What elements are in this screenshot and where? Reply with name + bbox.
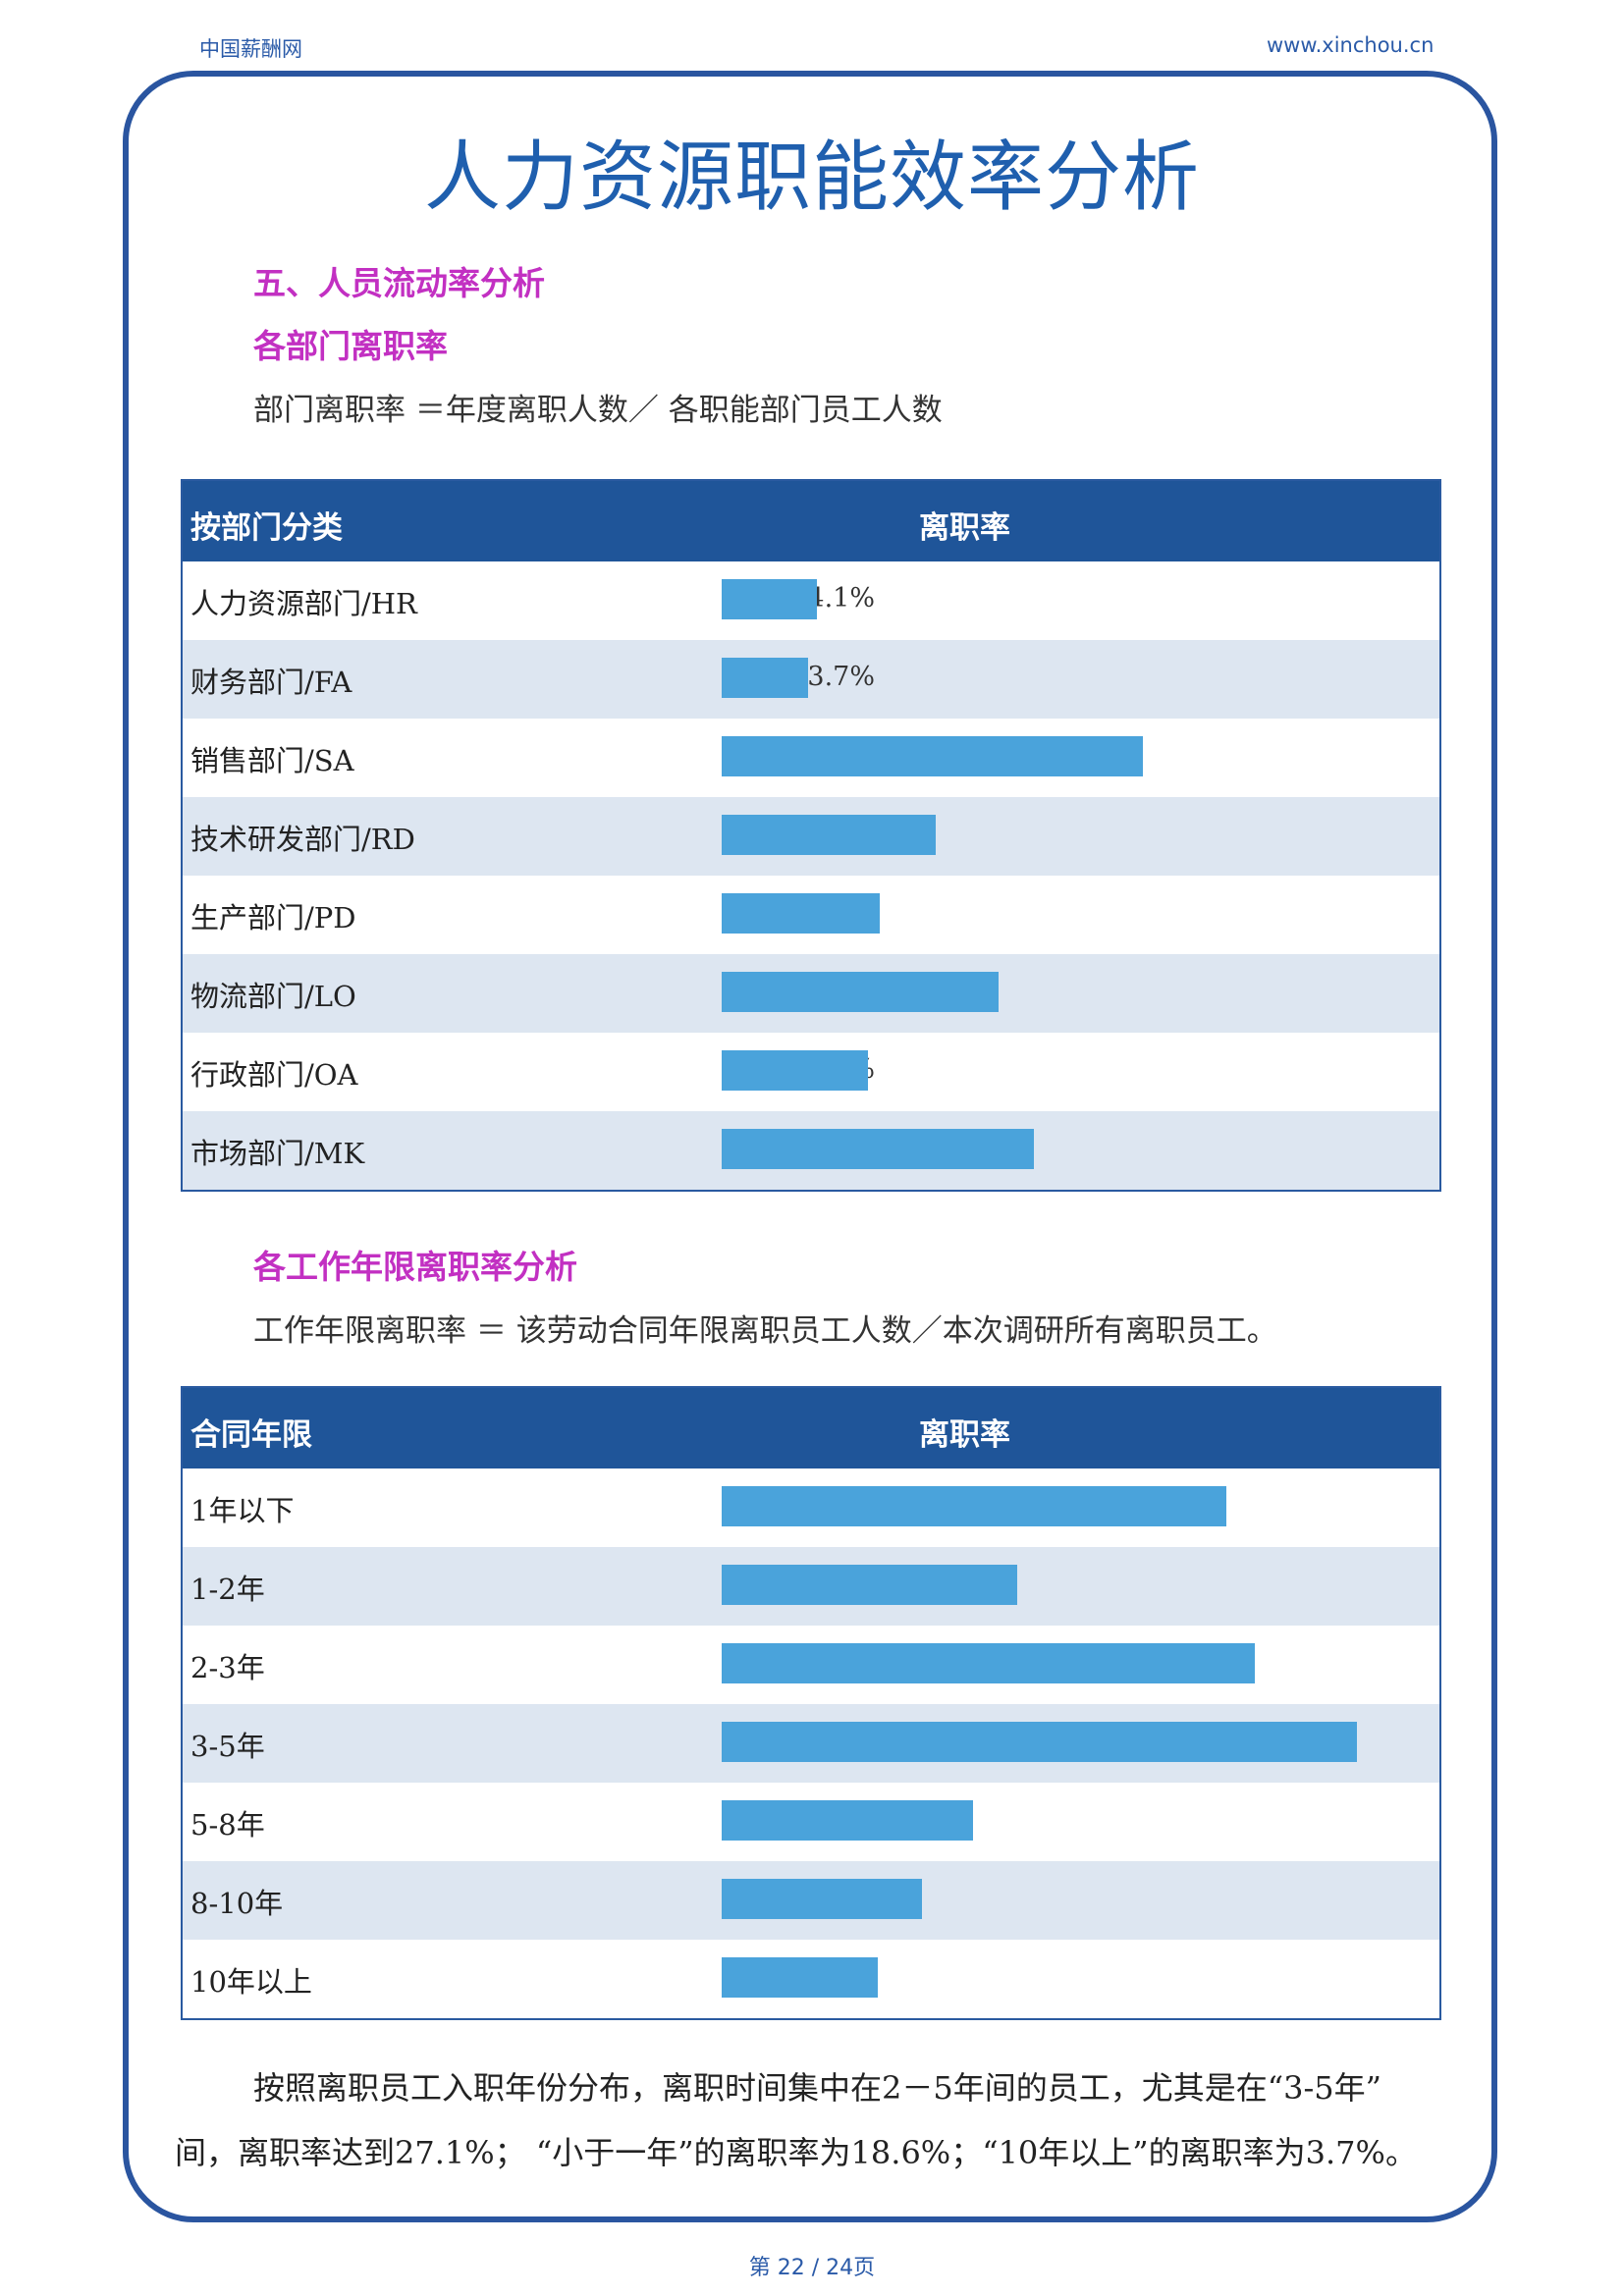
rate-bar [722, 972, 999, 1012]
rate-bar [722, 1957, 878, 1998]
rate-bar [722, 1565, 1017, 1605]
summary-line-2: 间，离职率达到27.1%； “小于一年”的离职率为18.6%；“10年以上”的离… [175, 2134, 1417, 2171]
site-name: 中国薪酬网 [199, 37, 302, 61]
table-row: 1-2年12.7% [183, 1547, 1439, 1626]
rate-bar [722, 736, 1143, 776]
section-heading: 五、人员流动率分析 [253, 264, 545, 302]
row-label: 财务部门/FA [190, 666, 352, 699]
table-row: 财务部门/FA 3.7% [183, 640, 1439, 719]
table-row: 5-8年10.8% [183, 1783, 1439, 1861]
tenure-turnover-table: 合同年限 离职率 1年以下21.7%1-2年12.7%2-3年22.9%3-5年… [181, 1386, 1441, 2020]
row-label: 市场部门/MK [190, 1137, 365, 1170]
row-label: 技术研发部门/RD [190, 823, 415, 856]
summary-line-1: 按照离职员工入职年份分布，离职时间集中在2－5年间的员工，尤其是在“3-5年” [253, 2069, 1381, 2107]
table-row: 2-3年22.9% [183, 1626, 1439, 1704]
rate-bar [722, 1722, 1357, 1762]
column-header-rate: 离职率 [919, 510, 1010, 546]
column-header-rate: 离职率 [919, 1417, 1010, 1453]
dept-heading: 各部门离职率 [253, 327, 448, 365]
table-row: 生产部门/PD6.8% [183, 876, 1439, 954]
page-title: 人力资源职能效率分析 [423, 133, 1200, 222]
row-label: 2-3年 [190, 1651, 265, 1684]
row-value: 4.1% [807, 583, 875, 614]
row-label: 10年以上 [190, 1965, 312, 1999]
table-row: 行政部门/OA6.3% [183, 1033, 1439, 1111]
row-label: 生产部门/PD [190, 901, 356, 934]
dept-formula: 部门离职率 ＝年度离职人数／ 各职能部门员工人数 [253, 393, 943, 428]
rate-bar [722, 1129, 1034, 1169]
table-row: 技术研发部门/RD9.2% [183, 797, 1439, 876]
dept-turnover-table: 按部门分类 离职率 人力资源部门/HR 4.1% 财务部门/FA 3.7% 销售部门/S… [181, 479, 1441, 1192]
row-label: 1-2年 [190, 1573, 265, 1606]
rate-bar [722, 893, 880, 934]
tenure-formula: 工作年限离职率 ＝ 该劳动合同年限离职员工人数／本次调研所有离职员工。 [253, 1313, 1277, 1349]
rate-bar [722, 579, 817, 619]
page-frame [123, 71, 1497, 2222]
column-header-category: 按部门分类 [190, 510, 343, 546]
table-header: 合同年限 离职率 [183, 1388, 1439, 1468]
table-row: 8-10年8.6% [183, 1861, 1439, 1940]
table-row: 10年以上6.7% [183, 1940, 1439, 2018]
site-url[interactable]: www.xinchou.cn [1267, 33, 1435, 57]
table-header: 按部门分类 离职率 [183, 481, 1439, 561]
row-label: 人力资源部门/HR [190, 587, 417, 620]
summary-paragraph: 按照离职员工入职年份分布，离职时间集中在2－5年间的员工，尤其是在“3-5年” … [175, 2056, 1500, 2185]
rate-bar [722, 1800, 973, 1841]
rate-bar [722, 1486, 1226, 1526]
rate-bar [722, 1879, 922, 1919]
table-row: 人力资源部门/HR 4.1% [183, 561, 1439, 640]
table-row: 市场部门/MK13.4% [183, 1111, 1439, 1190]
row-label: 3-5年 [190, 1730, 265, 1763]
page-number: 第 22 / 24页 [748, 2256, 876, 2280]
row-label: 5-8年 [190, 1808, 265, 1842]
tenure-heading: 各工作年限离职率分析 [253, 1248, 577, 1286]
column-header-contract: 合同年限 [190, 1417, 312, 1453]
table-row: 3-5年27.3% [183, 1704, 1439, 1783]
rate-bar [722, 1643, 1255, 1683]
rate-bar [722, 658, 808, 698]
table-row: 物流部门/LO11.9% [183, 954, 1439, 1033]
row-label: 行政部门/OA [190, 1058, 358, 1092]
row-label: 8-10年 [190, 1887, 284, 1920]
row-label: 1年以下 [190, 1494, 295, 1527]
row-value: 3.7% [807, 662, 875, 692]
row-label: 物流部门/LO [190, 980, 356, 1013]
table-row: 销售部门/SA18.1% [183, 719, 1439, 797]
rate-bar [722, 815, 936, 855]
table-row: 1年以下21.7% [183, 1468, 1439, 1547]
row-label: 销售部门/SA [190, 744, 354, 777]
rate-bar [722, 1050, 868, 1091]
